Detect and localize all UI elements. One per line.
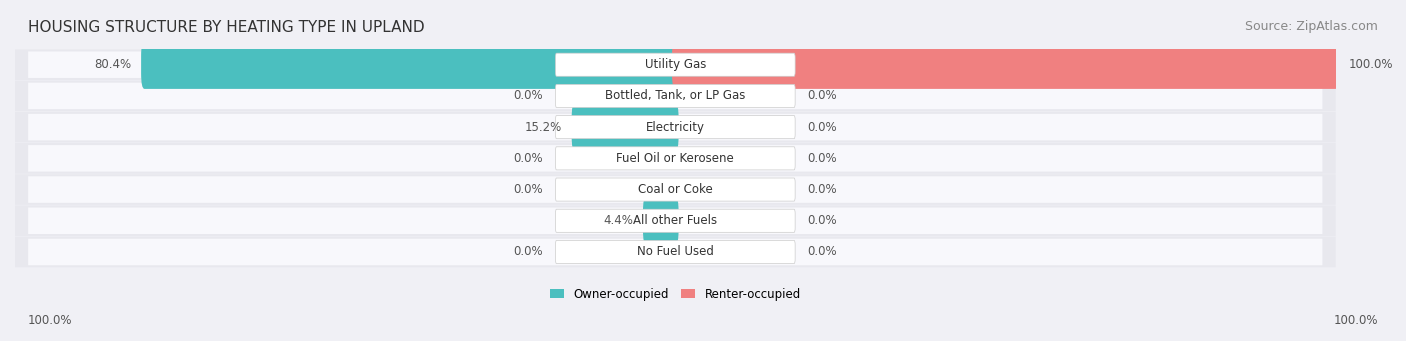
Text: 100.0%: 100.0%	[28, 314, 73, 327]
FancyBboxPatch shape	[28, 176, 1323, 203]
FancyBboxPatch shape	[28, 114, 1323, 140]
Text: Coal or Coke: Coal or Coke	[638, 183, 713, 196]
FancyBboxPatch shape	[555, 53, 796, 76]
Text: 100.0%: 100.0%	[1333, 314, 1378, 327]
FancyBboxPatch shape	[555, 209, 796, 232]
FancyBboxPatch shape	[555, 84, 796, 107]
Text: 0.0%: 0.0%	[807, 246, 837, 258]
Text: Utility Gas: Utility Gas	[644, 58, 706, 71]
Text: 0.0%: 0.0%	[513, 152, 543, 165]
Text: 0.0%: 0.0%	[513, 246, 543, 258]
Text: 0.0%: 0.0%	[513, 89, 543, 102]
Text: No Fuel Used: No Fuel Used	[637, 246, 714, 258]
Text: 0.0%: 0.0%	[807, 183, 837, 196]
FancyBboxPatch shape	[28, 145, 1323, 172]
FancyBboxPatch shape	[15, 206, 1336, 236]
Text: 15.2%: 15.2%	[524, 121, 562, 134]
FancyBboxPatch shape	[15, 112, 1336, 143]
FancyBboxPatch shape	[15, 174, 1336, 205]
Text: Bottled, Tank, or LP Gas: Bottled, Tank, or LP Gas	[605, 89, 745, 102]
FancyBboxPatch shape	[555, 240, 796, 264]
Text: Source: ZipAtlas.com: Source: ZipAtlas.com	[1244, 20, 1378, 33]
Text: 100.0%: 100.0%	[1348, 58, 1393, 71]
Legend: Owner-occupied, Renter-occupied: Owner-occupied, Renter-occupied	[550, 288, 800, 301]
FancyBboxPatch shape	[555, 116, 796, 139]
Text: 4.4%: 4.4%	[603, 214, 633, 227]
FancyBboxPatch shape	[15, 80, 1336, 111]
FancyBboxPatch shape	[643, 196, 679, 245]
Text: 0.0%: 0.0%	[807, 152, 837, 165]
FancyBboxPatch shape	[28, 239, 1323, 265]
Text: HOUSING STRUCTURE BY HEATING TYPE IN UPLAND: HOUSING STRUCTURE BY HEATING TYPE IN UPL…	[28, 20, 425, 35]
Text: All other Fuels: All other Fuels	[633, 214, 717, 227]
FancyBboxPatch shape	[15, 143, 1336, 174]
Text: 0.0%: 0.0%	[513, 183, 543, 196]
Text: 0.0%: 0.0%	[807, 121, 837, 134]
Text: 0.0%: 0.0%	[807, 89, 837, 102]
FancyBboxPatch shape	[572, 103, 679, 151]
FancyBboxPatch shape	[672, 41, 1339, 89]
FancyBboxPatch shape	[28, 208, 1323, 234]
FancyBboxPatch shape	[15, 237, 1336, 267]
FancyBboxPatch shape	[555, 147, 796, 170]
Text: Fuel Oil or Kerosene: Fuel Oil or Kerosene	[616, 152, 734, 165]
Text: 80.4%: 80.4%	[94, 58, 131, 71]
FancyBboxPatch shape	[141, 41, 679, 89]
Text: 0.0%: 0.0%	[807, 214, 837, 227]
Text: Electricity: Electricity	[645, 121, 704, 134]
FancyBboxPatch shape	[28, 83, 1323, 109]
FancyBboxPatch shape	[28, 51, 1323, 78]
FancyBboxPatch shape	[555, 178, 796, 201]
FancyBboxPatch shape	[15, 49, 1336, 80]
